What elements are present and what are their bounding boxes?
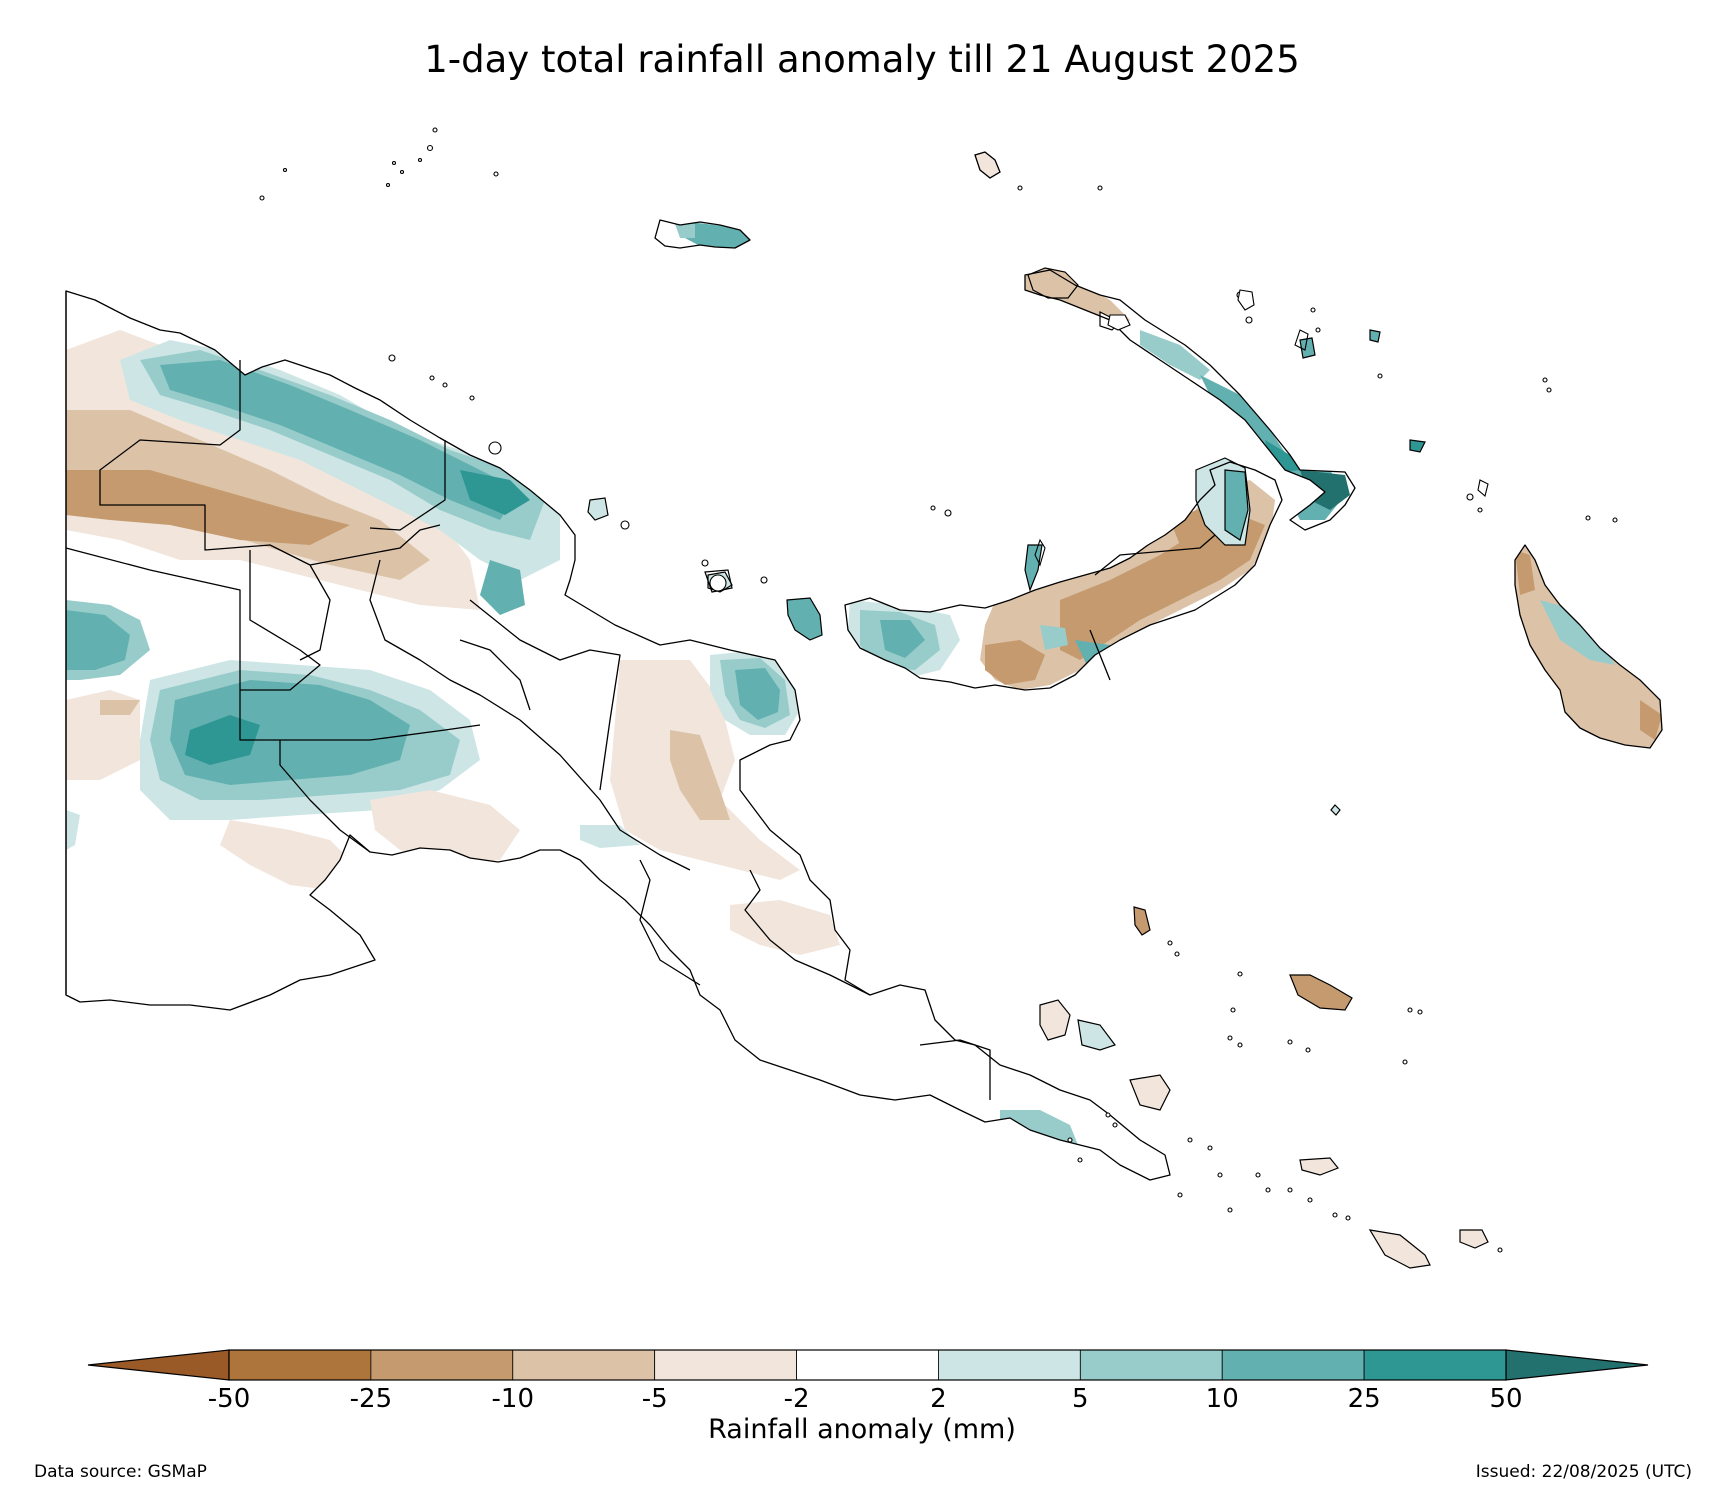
- colorbar-extend-low: [87, 1349, 230, 1381]
- colorbar-bin: [1221, 1349, 1365, 1381]
- colorbar-bin: [1079, 1349, 1223, 1381]
- issued-date-note: Issued: 22/08/2025 (UTC): [1475, 1462, 1692, 1482]
- colorbar-label: Rainfall anomaly (mm): [708, 1414, 1016, 1445]
- colorbar-bin: [1363, 1349, 1507, 1381]
- colorbar-tick-label: -10: [491, 1384, 534, 1414]
- colorbar-tick-label: 5: [1072, 1384, 1089, 1414]
- islet-outlines: [259, 127, 1618, 1253]
- colorbar-tick-label: -5: [641, 1384, 668, 1414]
- map-title: 1-day total rainfall anomaly till 21 Aug…: [424, 38, 1300, 81]
- colorbar-tick-label: -25: [349, 1384, 393, 1414]
- colorbar-tick-label: 50: [1489, 1384, 1523, 1414]
- colorbar-tick-label: 2: [930, 1384, 947, 1414]
- colorbar-tick-label: 10: [1205, 1384, 1239, 1414]
- small-island-fills: [587, 151, 1489, 1269]
- colorbar-bin: [512, 1349, 656, 1381]
- colorbar-tick-label: -2: [783, 1384, 810, 1414]
- colorbar-bin: [228, 1349, 372, 1381]
- colorbar-bin: [796, 1349, 939, 1381]
- data-source-note: Data source: GSMaP: [34, 1462, 207, 1482]
- colorbar-tick-label: -50: [207, 1384, 251, 1414]
- colorbar-tick-label: 25: [1347, 1384, 1381, 1414]
- colorbar-bin: [370, 1349, 514, 1381]
- manus-anomaly-fills: [655, 220, 750, 248]
- colorbar-bin: [938, 1349, 1081, 1381]
- colorbar-extend-high: [1505, 1349, 1649, 1381]
- colorbar-bin: [654, 1349, 797, 1381]
